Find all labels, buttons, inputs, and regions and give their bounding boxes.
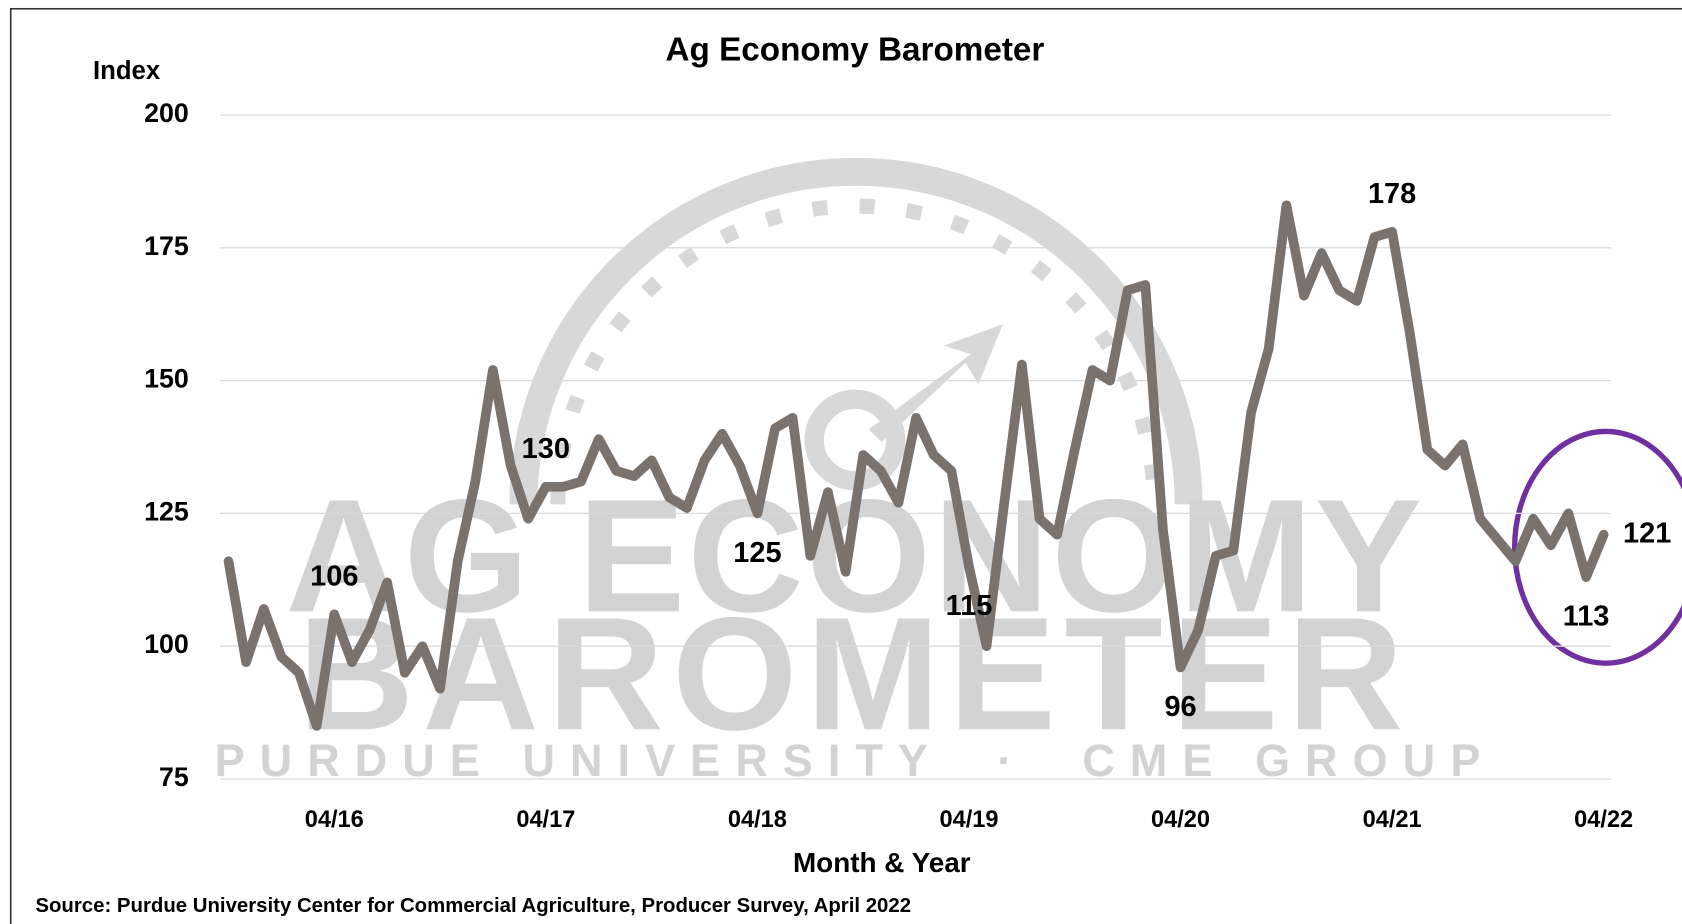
x-tick-label: 04/20 — [1151, 806, 1210, 832]
data-label: 130 — [522, 433, 570, 465]
gauge-ticks — [550, 198, 1162, 505]
chart-title: Ag Economy Barometer — [666, 31, 1045, 68]
source-note: Source: Purdue University Center for Com… — [35, 895, 911, 917]
data-label: 96 — [1164, 691, 1196, 723]
y-tick-label: 175 — [144, 231, 189, 261]
y-tick-label: 150 — [144, 364, 189, 394]
x-axis-title: Month & Year — [793, 847, 971, 878]
x-tick-label: 04/19 — [939, 806, 998, 832]
gauge-arrow — [868, 324, 1003, 443]
highlight-circle — [1512, 428, 1682, 666]
data-label: 115 — [946, 590, 993, 622]
data-label: 113 — [1563, 601, 1610, 633]
x-tick-label: 04/17 — [516, 806, 575, 832]
y-tick-label: 75 — [159, 762, 189, 792]
data-label: 106 — [310, 560, 358, 592]
x-tick-label: 04/21 — [1363, 806, 1422, 832]
y-tick-label: 100 — [144, 629, 189, 659]
y-tick-label: 200 — [144, 98, 189, 128]
x-tick-label: 04/16 — [305, 806, 364, 832]
x-tick-label: 04/18 — [728, 806, 787, 832]
watermark-text: PURDUE UNIVERSITY · CME GROUP — [215, 735, 1496, 786]
series-line — [223, 200, 1609, 731]
data-label: 178 — [1368, 178, 1416, 210]
y-axis-title: Index — [93, 57, 161, 85]
x-tick-label: 04/22 — [1574, 806, 1633, 832]
data-label: 121 — [1623, 517, 1671, 549]
y-tick-label: 125 — [144, 496, 189, 526]
data-label: 125 — [733, 537, 781, 569]
watermark-text: BAROMETER — [298, 584, 1412, 764]
